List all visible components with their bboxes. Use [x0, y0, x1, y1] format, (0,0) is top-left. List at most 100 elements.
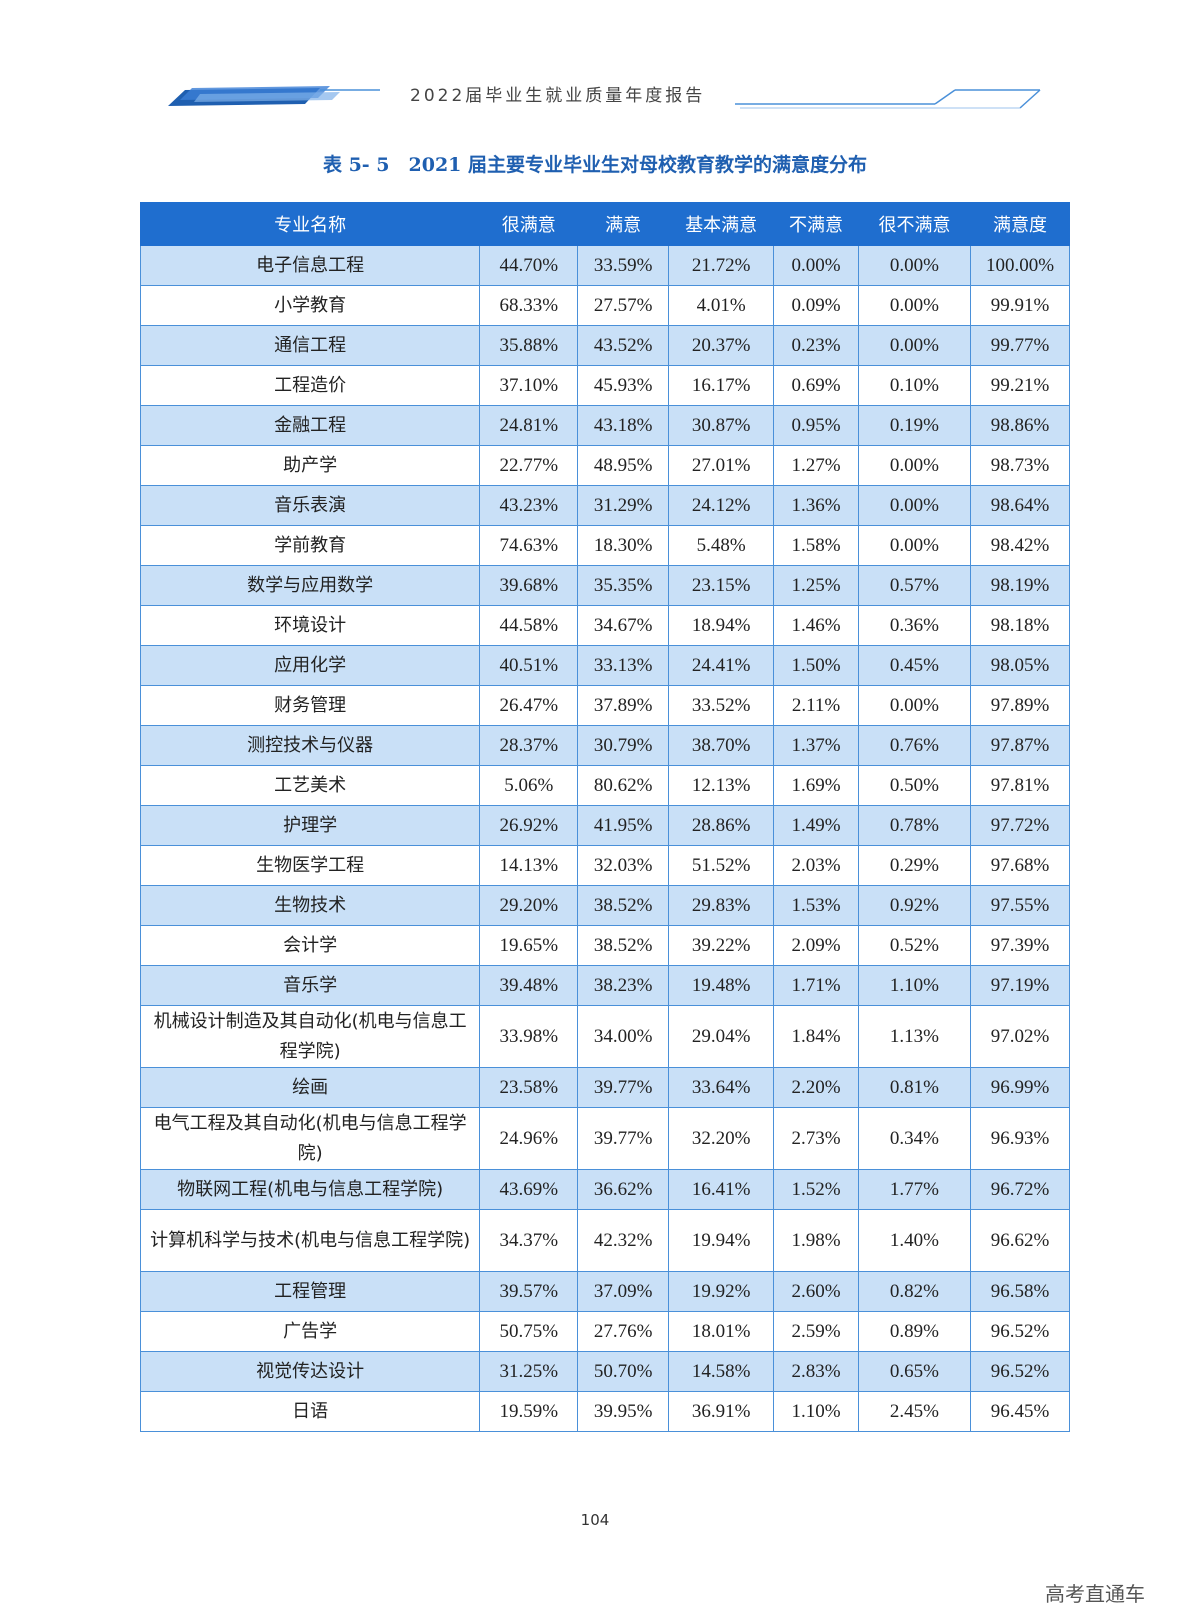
major-name-cell: 工程造价 — [139, 365, 481, 406]
value-cell: 18.01% — [668, 1311, 775, 1352]
major-name-cell: 数学与应用数学 — [139, 565, 481, 606]
value-cell: 2.60% — [773, 1271, 859, 1312]
value-cell: 38.52% — [577, 885, 670, 926]
value-cell: 97.19% — [970, 965, 1070, 1006]
major-name-cell: 视觉传达设计 — [139, 1351, 481, 1392]
major-name-cell: 应用化学 — [139, 645, 481, 686]
value-cell: 36.91% — [668, 1391, 775, 1432]
value-cell: 28.86% — [668, 805, 775, 846]
value-cell: 98.64% — [970, 485, 1070, 526]
value-cell: 0.95% — [773, 405, 859, 446]
table-row: 应用化学 40.51% 33.13% 24.41% 1.50% 0.45% 98.05% — [139, 645, 1070, 686]
value-cell: 32.03% — [577, 845, 670, 886]
value-cell: 34.00% — [577, 1005, 670, 1068]
value-cell: 0.50% — [857, 765, 972, 806]
value-cell: 39.77% — [577, 1107, 670, 1170]
value-cell: 0.82% — [857, 1271, 972, 1312]
value-cell: 97.02% — [970, 1005, 1070, 1068]
value-cell: 1.52% — [773, 1169, 859, 1210]
value-cell: 24.96% — [479, 1107, 579, 1170]
value-cell: 38.52% — [577, 925, 670, 966]
table-row: 测控技术与仪器 28.37% 30.79% 38.70% 1.37% 0.76% 97.87… — [139, 725, 1070, 766]
value-cell: 1.37% — [773, 725, 859, 766]
header-decoration-icon — [168, 86, 1041, 109]
value-cell: 14.58% — [668, 1351, 775, 1392]
major-name-cell: 护理学 — [139, 805, 481, 846]
value-cell: 0.52% — [857, 925, 972, 966]
table-row: 助产学 22.77% 48.95% 27.01% 1.27% 0.00% 98.73% — [139, 445, 1070, 486]
major-name-cell: 金融工程 — [139, 405, 481, 446]
column-header: 很不满意 — [857, 202, 972, 246]
value-cell: 1.49% — [773, 805, 859, 846]
value-cell: 1.25% — [773, 565, 859, 606]
value-cell: 1.10% — [773, 1391, 859, 1432]
table-row: 计算机科学与技术(机电与信息工程学院) 34.37% 42.32% 19.94% 1.9… — [139, 1209, 1070, 1272]
value-cell: 38.70% — [668, 725, 775, 766]
value-cell: 30.87% — [668, 405, 775, 446]
column-header: 满意 — [577, 202, 670, 246]
table-row: 工艺美术 5.06% 80.62% 12.13% 1.69% 0.50% 97.81% — [139, 765, 1070, 806]
value-cell: 26.92% — [479, 805, 579, 846]
value-cell: 34.37% — [479, 1209, 579, 1272]
table-row: 工程造价 37.10% 45.93% 16.17% 0.69% 0.10% 99.21% — [139, 365, 1070, 406]
value-cell: 50.70% — [577, 1351, 670, 1392]
value-cell: 23.15% — [668, 565, 775, 606]
value-cell: 2.11% — [773, 685, 859, 726]
value-cell: 0.00% — [857, 245, 972, 286]
value-cell: 1.10% — [857, 965, 972, 1006]
value-cell: 0.00% — [857, 325, 972, 366]
major-name-cell: 生物医学工程 — [139, 845, 481, 886]
column-header: 基本满意 — [668, 202, 775, 246]
value-cell: 1.53% — [773, 885, 859, 926]
value-cell: 0.89% — [857, 1311, 972, 1352]
value-cell: 44.70% — [479, 245, 579, 286]
value-cell: 30.79% — [577, 725, 670, 766]
value-cell: 99.91% — [970, 285, 1070, 326]
value-cell: 37.10% — [479, 365, 579, 406]
value-cell: 45.93% — [577, 365, 670, 406]
value-cell: 2.73% — [773, 1107, 859, 1170]
value-cell: 50.75% — [479, 1311, 579, 1352]
value-cell: 0.81% — [857, 1067, 972, 1108]
value-cell: 0.34% — [857, 1107, 972, 1170]
value-cell: 0.23% — [773, 325, 859, 366]
value-cell: 39.22% — [668, 925, 775, 966]
value-cell: 1.36% — [773, 485, 859, 526]
table-row: 金融工程 24.81% 43.18% 30.87% 0.95% 0.19% 98.86% — [139, 405, 1070, 446]
watermark: 高考直通车 — [1045, 1582, 1145, 1606]
value-cell: 2.03% — [773, 845, 859, 886]
value-cell: 41.95% — [577, 805, 670, 846]
value-cell: 0.76% — [857, 725, 972, 766]
value-cell: 1.27% — [773, 445, 859, 486]
table-row: 小学教育 68.33% 27.57% 4.01% 0.09% 0.00% 99.91% — [139, 285, 1070, 326]
value-cell: 39.68% — [479, 565, 579, 606]
major-name-cell: 日语 — [139, 1391, 481, 1432]
value-cell: 20.37% — [668, 325, 775, 366]
value-cell: 96.58% — [970, 1271, 1070, 1312]
value-cell: 24.12% — [668, 485, 775, 526]
value-cell: 98.05% — [970, 645, 1070, 686]
value-cell: 97.72% — [970, 805, 1070, 846]
value-cell: 44.58% — [479, 605, 579, 646]
major-name-cell: 环境设计 — [139, 605, 481, 646]
table-row: 通信工程 35.88% 43.52% 20.37% 0.23% 0.00% 99.77% — [139, 325, 1070, 366]
value-cell: 33.98% — [479, 1005, 579, 1068]
value-cell: 96.93% — [970, 1107, 1070, 1170]
column-header: 很满意 — [479, 202, 579, 246]
value-cell: 4.01% — [668, 285, 775, 326]
value-cell: 98.73% — [970, 445, 1070, 486]
major-name-cell: 绘画 — [139, 1067, 481, 1108]
value-cell: 23.58% — [479, 1067, 579, 1108]
value-cell: 100.00% — [970, 245, 1070, 286]
major-name-cell: 广告学 — [139, 1311, 481, 1352]
value-cell: 31.29% — [577, 485, 670, 526]
value-cell: 0.57% — [857, 565, 972, 606]
value-cell: 27.57% — [577, 285, 670, 326]
value-cell: 39.95% — [577, 1391, 670, 1432]
value-cell: 19.94% — [668, 1209, 775, 1272]
value-cell: 14.13% — [479, 845, 579, 886]
table-row: 物联网工程(机电与信息工程学院) 43.69% 36.62% 16.41% 1.52% 1… — [139, 1169, 1070, 1210]
major-name-cell: 电子信息工程 — [139, 245, 481, 286]
value-cell: 0.09% — [773, 285, 859, 326]
value-cell: 39.57% — [479, 1271, 579, 1312]
